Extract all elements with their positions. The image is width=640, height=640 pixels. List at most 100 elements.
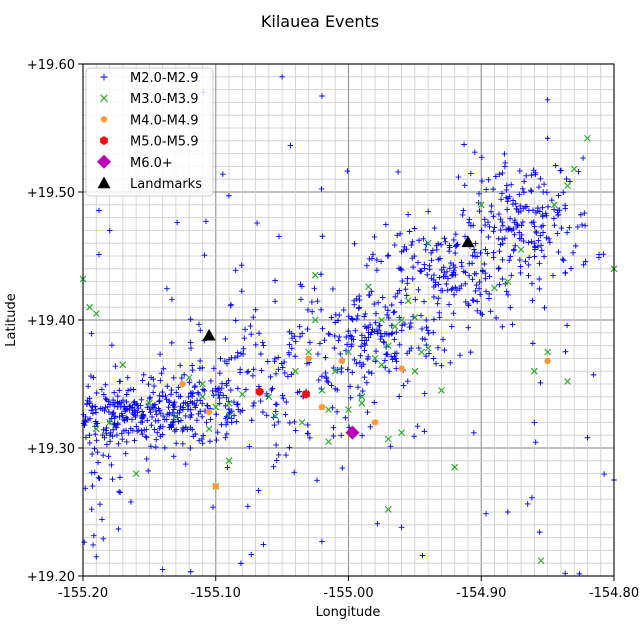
data-point — [152, 408, 159, 414]
data-point — [282, 370, 288, 376]
data-point — [189, 362, 195, 369]
data-point — [111, 420, 118, 427]
data-point — [232, 267, 239, 274]
data-point — [424, 272, 430, 278]
data-point — [505, 509, 511, 515]
data-point — [538, 247, 545, 254]
data-point — [258, 367, 265, 374]
data-point — [474, 308, 481, 314]
data-point — [213, 411, 220, 418]
data-point — [96, 475, 103, 482]
data-point — [442, 239, 449, 245]
data-point — [391, 309, 398, 315]
data-point — [469, 276, 476, 283]
data-point — [499, 170, 506, 176]
data-point — [143, 433, 149, 440]
data-point — [170, 375, 177, 381]
data-point — [86, 400, 93, 407]
data-point — [533, 229, 539, 235]
series-circle — [179, 355, 551, 490]
data-point — [131, 437, 138, 444]
data-point — [145, 399, 153, 407]
data-point — [388, 353, 394, 360]
data-point — [344, 366, 351, 373]
data-point — [537, 176, 544, 182]
data-point — [118, 399, 125, 406]
data-point — [410, 264, 416, 270]
data-point — [244, 369, 250, 375]
data-point — [502, 163, 508, 170]
data-point — [415, 287, 422, 293]
data-point — [116, 488, 122, 495]
data-point — [322, 354, 329, 361]
data-point — [476, 208, 483, 214]
data-point — [402, 321, 408, 327]
data-point — [325, 438, 332, 445]
data-point — [398, 327, 405, 334]
data-point — [590, 372, 597, 378]
data-point — [430, 329, 437, 336]
data-point — [445, 275, 451, 282]
data-point — [398, 429, 405, 437]
data-point — [95, 459, 101, 466]
data-point — [91, 445, 98, 452]
x-tick-label: -154.80 — [589, 586, 639, 601]
data-point — [516, 168, 523, 174]
data-point — [133, 423, 140, 430]
data-point — [359, 388, 366, 394]
data-point — [370, 251, 376, 258]
data-point — [107, 401, 113, 408]
data-point — [462, 299, 469, 305]
data-point — [354, 316, 360, 322]
data-point — [324, 378, 330, 384]
chart-title: Kilauea Events — [261, 12, 379, 31]
data-point — [520, 186, 526, 192]
data-point — [405, 211, 411, 218]
data-point — [415, 345, 422, 351]
data-point — [338, 365, 345, 371]
data-point — [493, 173, 499, 180]
data-point — [234, 353, 241, 359]
data-point — [430, 355, 437, 362]
data-point — [435, 281, 442, 288]
data-point — [275, 366, 282, 373]
data-point — [169, 409, 176, 416]
data-point — [393, 365, 400, 372]
data-point — [92, 403, 98, 410]
data-point — [250, 366, 257, 373]
data-point — [323, 374, 329, 380]
data-point — [109, 476, 116, 482]
data-point — [95, 475, 102, 481]
data-point — [220, 392, 226, 399]
data-point — [106, 227, 113, 234]
data-point — [283, 399, 290, 405]
data-point — [138, 397, 145, 403]
data-point — [103, 430, 110, 437]
data-point — [81, 539, 88, 545]
data-point — [334, 409, 340, 415]
data-point — [409, 255, 416, 262]
data-point — [474, 298, 480, 305]
data-point — [471, 430, 477, 436]
data-point — [354, 313, 361, 319]
data-point — [367, 322, 373, 328]
data-point — [497, 241, 504, 248]
data-point — [273, 401, 279, 408]
data-point — [222, 434, 229, 441]
legend: M2.0-M2.9 M3.0-M3.9 M4.0-M4.9 M5.0-M5.9 M6.0… — [85, 67, 214, 197]
data-point — [436, 274, 443, 281]
data-point — [601, 471, 607, 477]
data-point — [530, 219, 537, 225]
data-point — [365, 283, 372, 291]
data-point — [307, 434, 313, 441]
data-point — [130, 400, 137, 406]
data-point — [471, 246, 477, 253]
data-point — [199, 380, 206, 388]
data-point — [127, 425, 134, 432]
data-point — [129, 405, 135, 411]
data-point — [187, 568, 194, 575]
data-point — [117, 404, 124, 410]
data-point — [406, 228, 413, 235]
data-point — [187, 339, 194, 346]
data-point — [147, 394, 153, 401]
